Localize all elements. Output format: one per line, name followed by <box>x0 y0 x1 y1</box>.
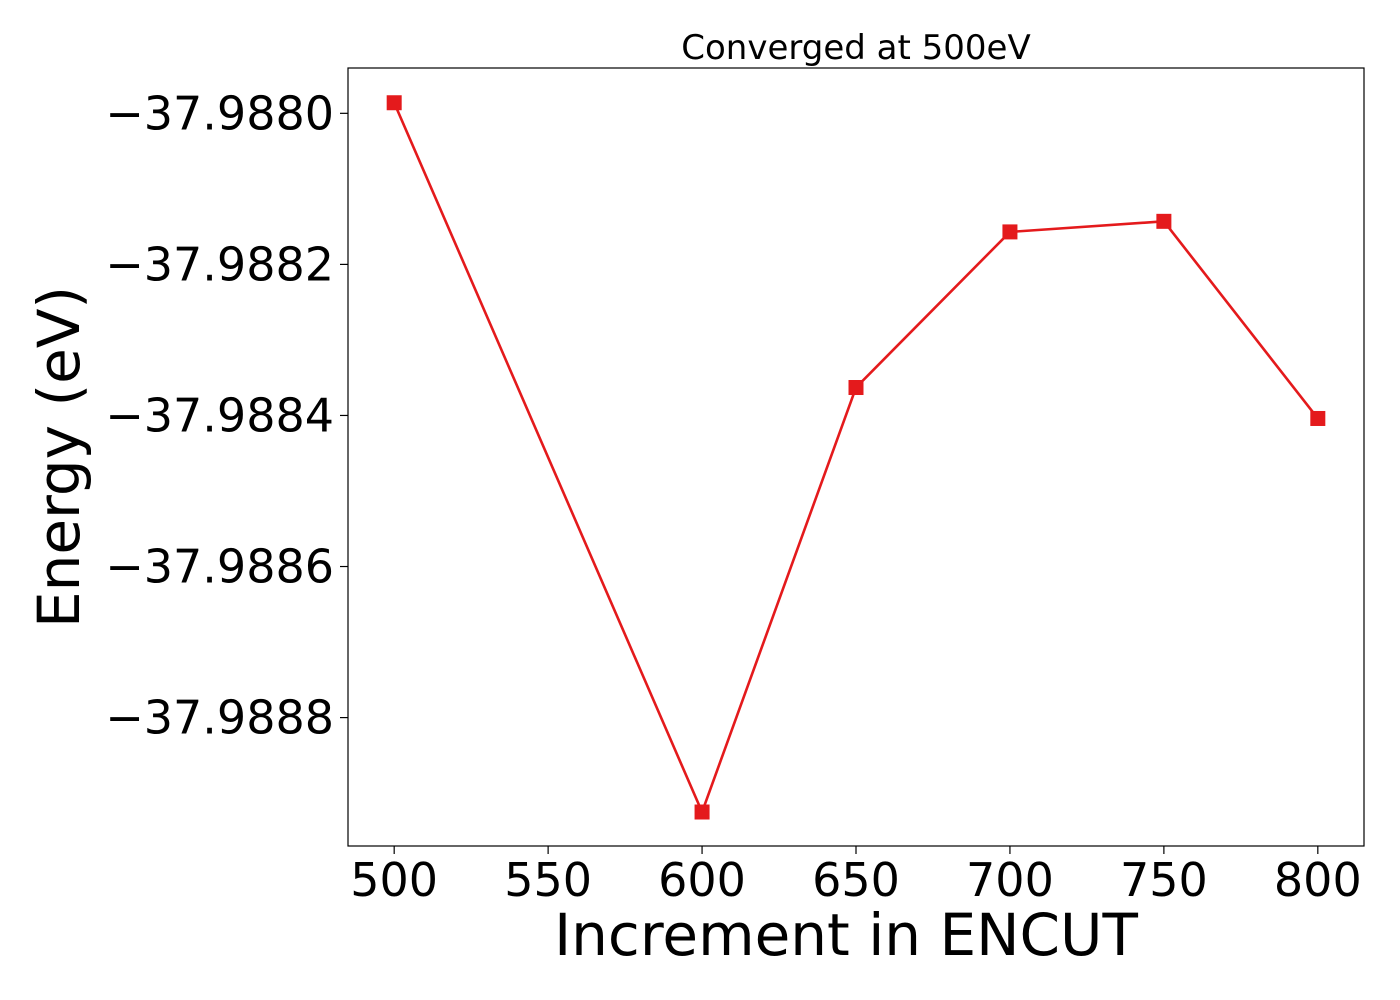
data-point <box>1156 213 1172 229</box>
data-point <box>1310 410 1326 426</box>
series-line <box>392 102 1319 814</box>
plot-area <box>348 68 1364 846</box>
y-axis-label: Energy (eV) <box>25 286 93 628</box>
y-axis-ticks: −37.9880 −37.9882 −37.9884 −37.9886 −37.9888 <box>105 86 348 745</box>
data-point <box>848 380 864 396</box>
y-tick-label: −37.9880 <box>105 86 334 140</box>
data-point <box>694 804 710 820</box>
plot-frame <box>347 67 1365 847</box>
x-tick-label: 500 <box>350 853 438 907</box>
y-tick-label: −37.9882 <box>105 237 334 291</box>
series-layer <box>386 95 1326 820</box>
x-tick-label: 650 <box>812 853 900 907</box>
chart-title: Converged at 500eV <box>681 28 1030 68</box>
y-tick-label: −37.9884 <box>105 388 334 442</box>
x-tick-label: 750 <box>1120 853 1208 907</box>
y-tick-label: −37.9886 <box>105 540 334 594</box>
y-tick-label: −37.9888 <box>105 691 334 745</box>
x-axis-label: Increment in ENCUT <box>554 901 1138 969</box>
x-tick-label: 800 <box>1274 853 1362 907</box>
x-tick-label: 600 <box>658 853 746 907</box>
x-axis-ticks: 500 550 600 650 700 750 800 <box>350 846 1362 907</box>
data-point <box>386 95 402 111</box>
x-tick-label: 700 <box>966 853 1054 907</box>
data-point <box>1002 224 1018 240</box>
x-tick-label: 550 <box>504 853 592 907</box>
